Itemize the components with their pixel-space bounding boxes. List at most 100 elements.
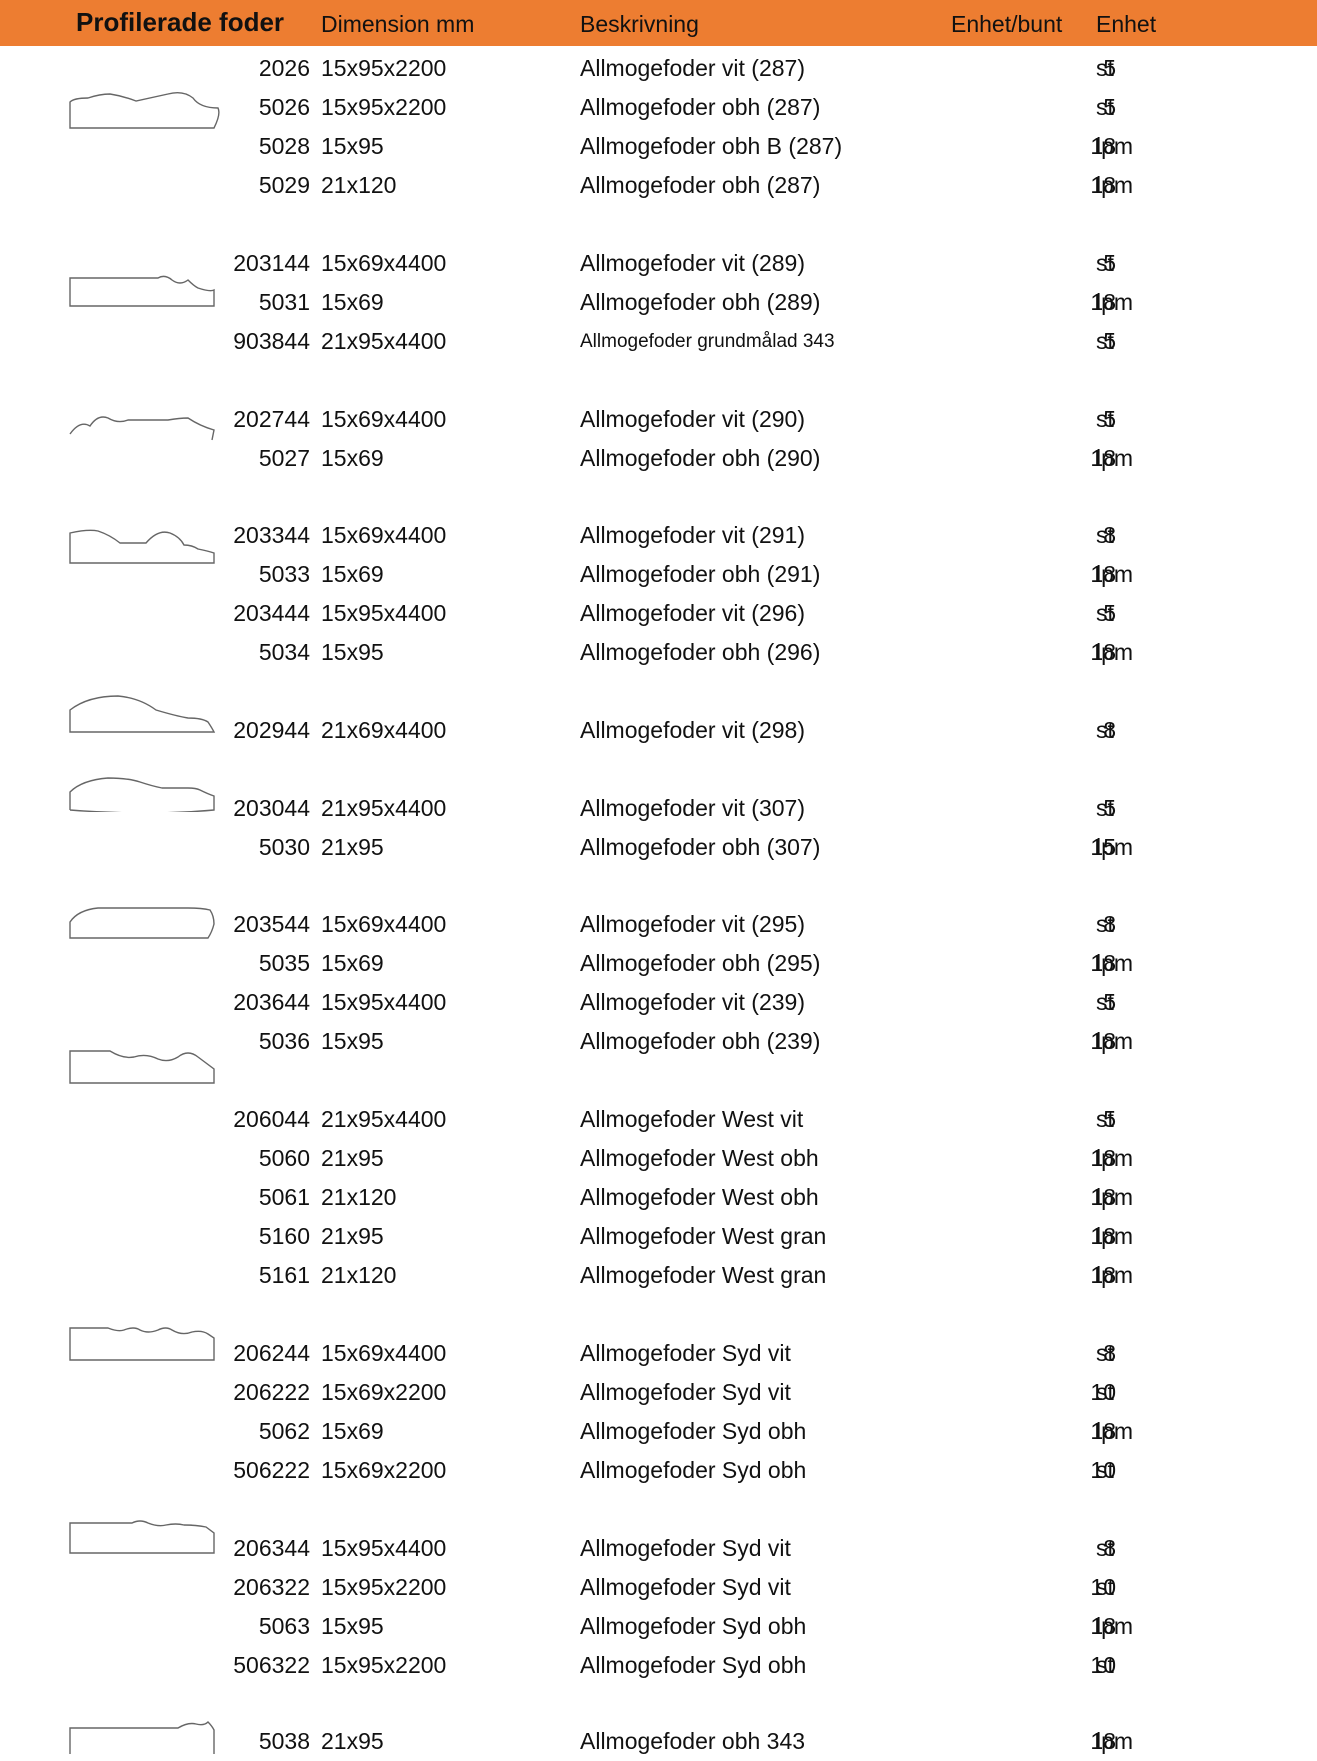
description: Allmogefoder obh B (287) bbox=[580, 133, 843, 159]
quantity-per-bundle: 18 bbox=[1090, 1223, 1116, 1249]
article-number: 5035 bbox=[258, 950, 310, 976]
dimension: 21x69x4400 bbox=[321, 717, 447, 743]
article-number: 5062 bbox=[258, 1418, 310, 1444]
dimension: 21x120 bbox=[321, 1184, 397, 1210]
table-row: 5036 15x95 Allmogefoder obh (239) 18 lpm bbox=[0, 1022, 1317, 1061]
dimension: 15x95x4400 bbox=[321, 1535, 447, 1561]
dimension: 15x95x4400 bbox=[321, 989, 447, 1015]
molding-profile-icon bbox=[69, 907, 215, 939]
quantity-per-bundle: 10 bbox=[1090, 1574, 1116, 1600]
section-title: Profilerade foder bbox=[76, 7, 285, 37]
article-number: 5061 bbox=[258, 1184, 310, 1210]
description: Allmogefoder obh (287) bbox=[580, 172, 821, 198]
article-number: 203544 bbox=[233, 911, 310, 937]
table-row: 203344 15x69x4400 Allmogefoder vit (291) 8 s… bbox=[0, 516, 1317, 555]
quantity-per-bundle: 8 bbox=[1103, 1340, 1116, 1366]
article-number: 5028 bbox=[258, 133, 310, 159]
description: Allmogefoder Syd vit bbox=[580, 1379, 791, 1405]
description: Allmogefoder Syd vit bbox=[580, 1535, 791, 1561]
description: Allmogefoder obh 343 bbox=[580, 1728, 806, 1754]
unit: lpm bbox=[1096, 1728, 1134, 1754]
molding-profile-icon bbox=[69, 1327, 215, 1361]
quantity-per-bundle: 15 bbox=[1090, 834, 1116, 860]
article-number: 206344 bbox=[233, 1535, 310, 1561]
dimension: 21x95x4400 bbox=[321, 795, 447, 821]
description: Allmogefoder vit (291) bbox=[580, 522, 805, 548]
unit: st bbox=[1096, 1457, 1114, 1483]
table-row: 202744 15x69x4400 Allmogefoder vit (290) 5 s… bbox=[0, 400, 1317, 439]
quantity-per-bundle: 18 bbox=[1090, 133, 1116, 159]
dimension: 15x69 bbox=[321, 1418, 384, 1444]
quantity-per-bundle: 5 bbox=[1103, 406, 1116, 432]
quantity-per-bundle: 5 bbox=[1103, 1106, 1116, 1132]
table-row: 5038 21x95 Allmogefoder obh 343 18 lpm bbox=[0, 1722, 1317, 1761]
article-number: 206222 bbox=[233, 1379, 310, 1405]
quantity-per-bundle: 18 bbox=[1090, 561, 1116, 587]
table-row: 203144 15x69x4400 Allmogefoder vit (289) 5 s… bbox=[0, 244, 1317, 283]
unit: lpm bbox=[1096, 1028, 1134, 1054]
quantity-per-bundle: 10 bbox=[1090, 1457, 1116, 1483]
quantity-per-bundle: 18 bbox=[1090, 1028, 1116, 1054]
article-number: 203044 bbox=[233, 795, 310, 821]
article-number: 5036 bbox=[258, 1028, 310, 1054]
quantity-per-bundle: 18 bbox=[1090, 1184, 1116, 1210]
article-number: 5030 bbox=[258, 834, 310, 860]
description: Allmogefoder Syd vit bbox=[580, 1574, 791, 1600]
quantity-per-bundle: 5 bbox=[1103, 795, 1116, 821]
table-row: 5063 15x95 Allmogefoder Syd obh 18 lpm bbox=[0, 1607, 1317, 1646]
table-row: 5033 15x69 Allmogefoder obh (291) 18 lpm bbox=[0, 555, 1317, 594]
description: Allmogefoder obh (291) bbox=[580, 561, 821, 587]
dimension: 15x95x2200 bbox=[321, 1652, 447, 1678]
dimension: 21x120 bbox=[321, 1262, 397, 1288]
dimension: 15x95 bbox=[321, 133, 384, 159]
quantity-per-bundle: 5 bbox=[1103, 600, 1116, 626]
quantity-per-bundle: 5 bbox=[1103, 328, 1116, 354]
article-number: 202944 bbox=[233, 717, 310, 743]
quantity-per-bundle: 18 bbox=[1090, 639, 1116, 665]
article-number: 5033 bbox=[258, 561, 310, 587]
description: Allmogefoder grundmålad 343 bbox=[580, 331, 835, 352]
dimension: 15x95 bbox=[321, 1613, 384, 1639]
description: Allmogefoder vit (239) bbox=[580, 989, 805, 1015]
article-number: 2026 bbox=[258, 55, 310, 81]
table-row: 203044 21x95x4400 Allmogefoder vit (307) 5 s… bbox=[0, 789, 1317, 828]
quantity-per-bundle: 8 bbox=[1103, 717, 1116, 743]
dimension: 15x69x4400 bbox=[321, 911, 447, 937]
column-header-per-bundle: Enhet/bunt bbox=[951, 11, 1063, 37]
article-number: 903844 bbox=[233, 328, 310, 354]
unit: st bbox=[1096, 989, 1114, 1015]
dimension: 21x95 bbox=[321, 1223, 384, 1249]
dimension: 15x69 bbox=[321, 289, 384, 315]
article-number: 203344 bbox=[233, 522, 310, 548]
unit: lpm bbox=[1096, 289, 1134, 315]
description: Allmogefoder West gran bbox=[580, 1262, 827, 1288]
dimension: 15x69 bbox=[321, 445, 384, 471]
dimension: 15x95 bbox=[321, 639, 384, 665]
article-number: 506322 bbox=[233, 1652, 310, 1678]
molding-profile-icon bbox=[69, 695, 216, 733]
article-number: 206322 bbox=[233, 1574, 310, 1600]
unit: lpm bbox=[1096, 1223, 1134, 1249]
article-number: 506222 bbox=[233, 1457, 310, 1483]
dimension: 21x95 bbox=[321, 1728, 384, 1754]
molding-profile-icon bbox=[69, 275, 215, 307]
unit: st bbox=[1096, 94, 1114, 120]
quantity-per-bundle: 10 bbox=[1090, 1652, 1116, 1678]
article-number: 5034 bbox=[258, 639, 310, 665]
column-header-unit: Enhet bbox=[1096, 11, 1157, 37]
molding-profile-icon bbox=[69, 91, 220, 129]
unit: lpm bbox=[1096, 133, 1134, 159]
table-row: 5060 21x95 Allmogefoder West obh 18 lpm bbox=[0, 1139, 1317, 1178]
unit: lpm bbox=[1096, 1145, 1134, 1171]
unit: st bbox=[1096, 1340, 1114, 1366]
description: Allmogefoder Syd obh bbox=[580, 1613, 807, 1639]
molding-profile-icon bbox=[69, 777, 215, 812]
description: Allmogefoder vit (295) bbox=[580, 911, 805, 937]
